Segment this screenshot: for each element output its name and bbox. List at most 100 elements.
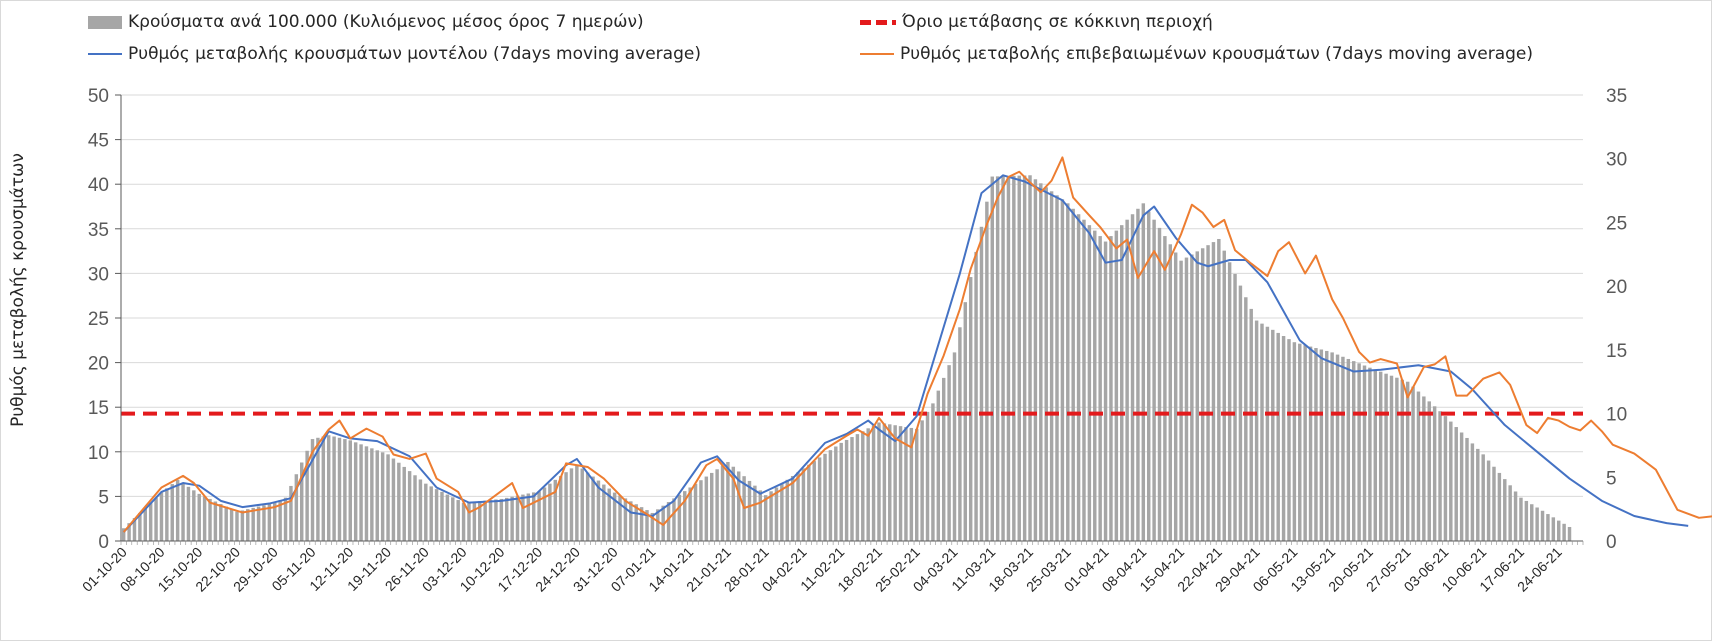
bar [165,488,169,541]
bar [262,505,266,541]
bar [159,492,164,541]
bar [1179,260,1183,541]
bar [1557,520,1561,541]
bar [634,504,638,541]
bar [1238,285,1243,541]
bar [1330,352,1334,541]
bar [316,437,320,541]
bar [763,495,768,541]
bar [1449,421,1453,541]
bar [132,518,137,541]
bar [1508,485,1512,541]
bar [850,437,854,541]
bar [1405,381,1410,541]
y2-tick-label: 30 [1606,150,1627,171]
bar [1346,358,1351,541]
bar [1389,375,1394,541]
bar [1163,236,1167,541]
bar [1044,187,1048,542]
bar [397,462,401,541]
bar [1357,363,1361,541]
bar [693,483,698,541]
bar [1427,401,1431,541]
legend-threshold-swatch [860,19,896,25]
bar [753,485,757,541]
legend-model-swatch [88,53,122,55]
bar [1524,500,1529,541]
bar [326,435,331,541]
bar [434,489,439,541]
bar [666,502,671,541]
bar [1314,348,1318,541]
y2-tick-label: 5 [1606,468,1617,489]
bar [1546,514,1550,541]
bar [1465,437,1469,541]
bar [710,472,714,541]
bar [246,509,250,541]
bar [138,512,142,541]
bar [1130,214,1135,542]
bar [715,469,719,541]
y2-tick-label: 10 [1606,405,1627,426]
bar [451,497,455,541]
bar [726,461,730,541]
bar [1022,175,1027,541]
bar [1567,526,1572,541]
bar [607,488,611,541]
bar [1114,230,1119,541]
bar [1281,336,1286,541]
legend-bars: Κρούσματα ανά 100.000 (Κυλιόμενος μέσος … [88,12,644,32]
bar [888,424,892,541]
bar [1017,175,1021,541]
bar [154,497,158,541]
bar [505,497,509,541]
bar [952,352,957,541]
bar [1503,479,1507,541]
bar [289,485,293,541]
y-tick-label: 0 [98,532,109,553]
bar [1335,354,1340,541]
bar [683,491,687,541]
bar [834,446,838,541]
bar [1222,250,1226,541]
bar [1454,427,1458,541]
bar [877,422,881,541]
bar [332,436,336,541]
bar [1066,203,1070,541]
bar [1540,510,1545,541]
bar [1438,411,1442,541]
bar [1287,339,1291,541]
bar [273,502,277,541]
bar [1033,179,1038,541]
bar [1146,211,1151,541]
bar [1082,219,1086,541]
bar [720,465,725,541]
bar [1443,416,1448,541]
bar [1265,326,1270,541]
bar [575,464,579,541]
bar [1319,349,1324,541]
bar [478,501,482,541]
y2-tick-label: 35 [1606,86,1627,107]
bar [1028,175,1032,541]
bar [278,500,282,541]
bar [267,504,272,541]
bar [915,428,919,541]
bar [1249,308,1253,541]
bar [1292,342,1297,541]
bar [1200,248,1205,541]
bar [639,507,644,541]
bar [780,483,784,541]
bar [186,486,191,541]
bar [472,501,477,541]
bar [1459,432,1464,541]
bar [213,501,218,541]
bar [310,439,315,541]
bar [936,390,941,541]
bar [208,498,212,541]
bar [251,507,255,541]
y-tick-label: 50 [88,86,109,107]
bar [688,487,692,541]
bar [553,479,558,541]
bar [596,480,601,541]
